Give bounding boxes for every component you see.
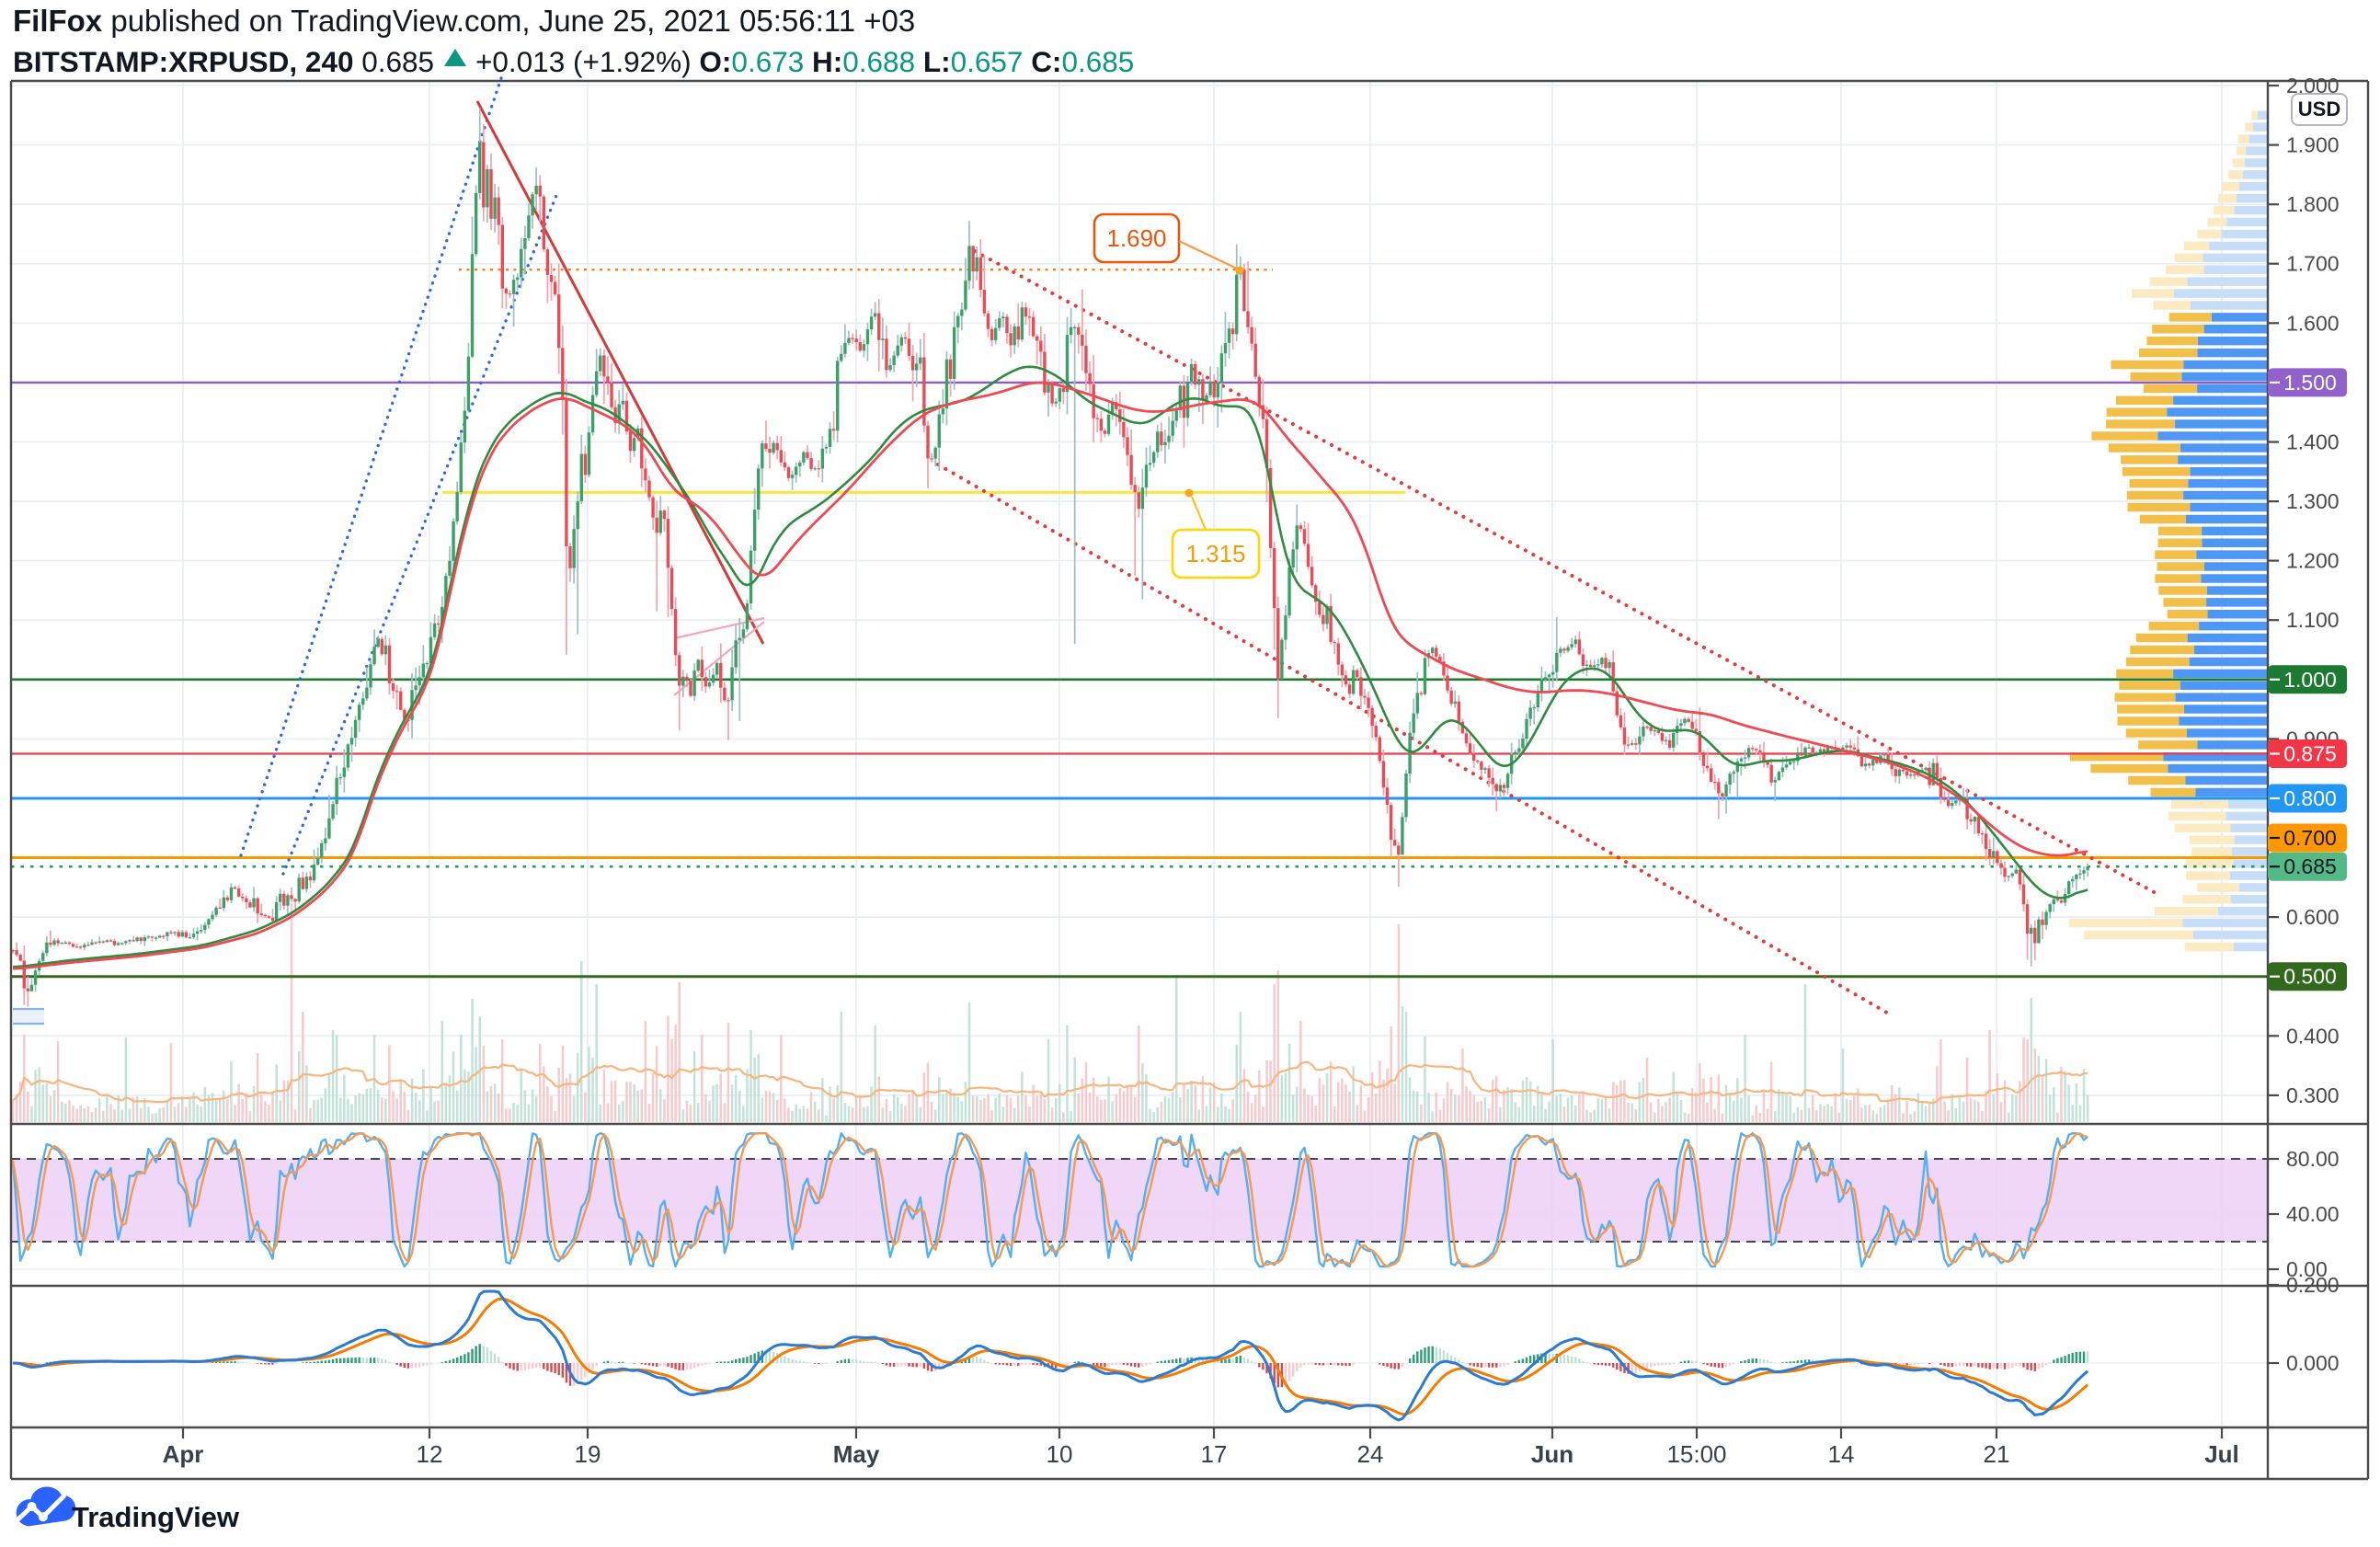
svg-text:80.00: 80.00 <box>2286 1147 2340 1171</box>
svg-text:19: 19 <box>575 1440 601 1468</box>
svg-text:TradingView: TradingView <box>72 1501 240 1533</box>
svg-text:0.300: 0.300 <box>2286 1083 2340 1107</box>
svg-text:Jun: Jun <box>1531 1440 1573 1468</box>
svg-text:Jul: Jul <box>2204 1440 2239 1468</box>
svg-text:21: 21 <box>1984 1440 2010 1468</box>
svg-text:0.00: 0.00 <box>2286 1257 2328 1281</box>
svg-text:1.500: 1.500 <box>2283 371 2337 395</box>
svg-text:40.00: 40.00 <box>2286 1202 2340 1226</box>
svg-text:0.200: 0.200 <box>2286 1273 2340 1297</box>
svg-text:0.800: 0.800 <box>2283 786 2337 810</box>
svg-text:12: 12 <box>417 1440 443 1468</box>
svg-text:FilFox published on TradingVie: FilFox published on TradingView.com, Jun… <box>13 4 915 38</box>
svg-text:0.500: 0.500 <box>2283 965 2337 989</box>
svg-text:1.600: 1.600 <box>2286 311 2340 335</box>
svg-text:24: 24 <box>1357 1440 1384 1468</box>
svg-text:1.690: 1.690 <box>1106 224 1166 252</box>
svg-text:May: May <box>833 1440 880 1468</box>
svg-text:1.900: 1.900 <box>2286 133 2340 157</box>
svg-text:15:00: 15:00 <box>1666 1440 1726 1468</box>
svg-text:1.200: 1.200 <box>2286 549 2340 573</box>
svg-text:USD: USD <box>2298 97 2340 120</box>
svg-text:1.700: 1.700 <box>2286 252 2340 276</box>
svg-text:17: 17 <box>1201 1440 1228 1468</box>
svg-text:BITSTAMP:XRPUSD, 240 0.685: BITSTAMP:XRPUSD, 240 0.685 <box>13 45 434 78</box>
svg-text:1.315: 1.315 <box>1185 540 1245 567</box>
svg-text:1.300: 1.300 <box>2286 489 2340 513</box>
svg-text:1.000: 1.000 <box>2283 668 2337 692</box>
svg-text:Apr: Apr <box>163 1440 204 1468</box>
svg-text:1.400: 1.400 <box>2286 430 2340 454</box>
svg-text:1.100: 1.100 <box>2286 608 2340 632</box>
svg-text:0.000: 0.000 <box>2286 1351 2340 1375</box>
svg-text:1.800: 1.800 <box>2286 192 2340 216</box>
svg-text:0.700: 0.700 <box>2283 826 2337 850</box>
svg-text:10: 10 <box>1047 1440 1073 1468</box>
svg-text:+0.013 (+1.92%) O:0.673 H:0.68: +0.013 (+1.92%) O:0.673 H:0.688 L:0.657 … <box>475 45 1134 78</box>
svg-text:0.685: 0.685 <box>2283 854 2337 878</box>
svg-text:0.400: 0.400 <box>2286 1024 2340 1048</box>
svg-text:0.875: 0.875 <box>2283 742 2337 766</box>
svg-text:14: 14 <box>1828 1440 1855 1468</box>
svg-text:0.600: 0.600 <box>2286 905 2340 929</box>
